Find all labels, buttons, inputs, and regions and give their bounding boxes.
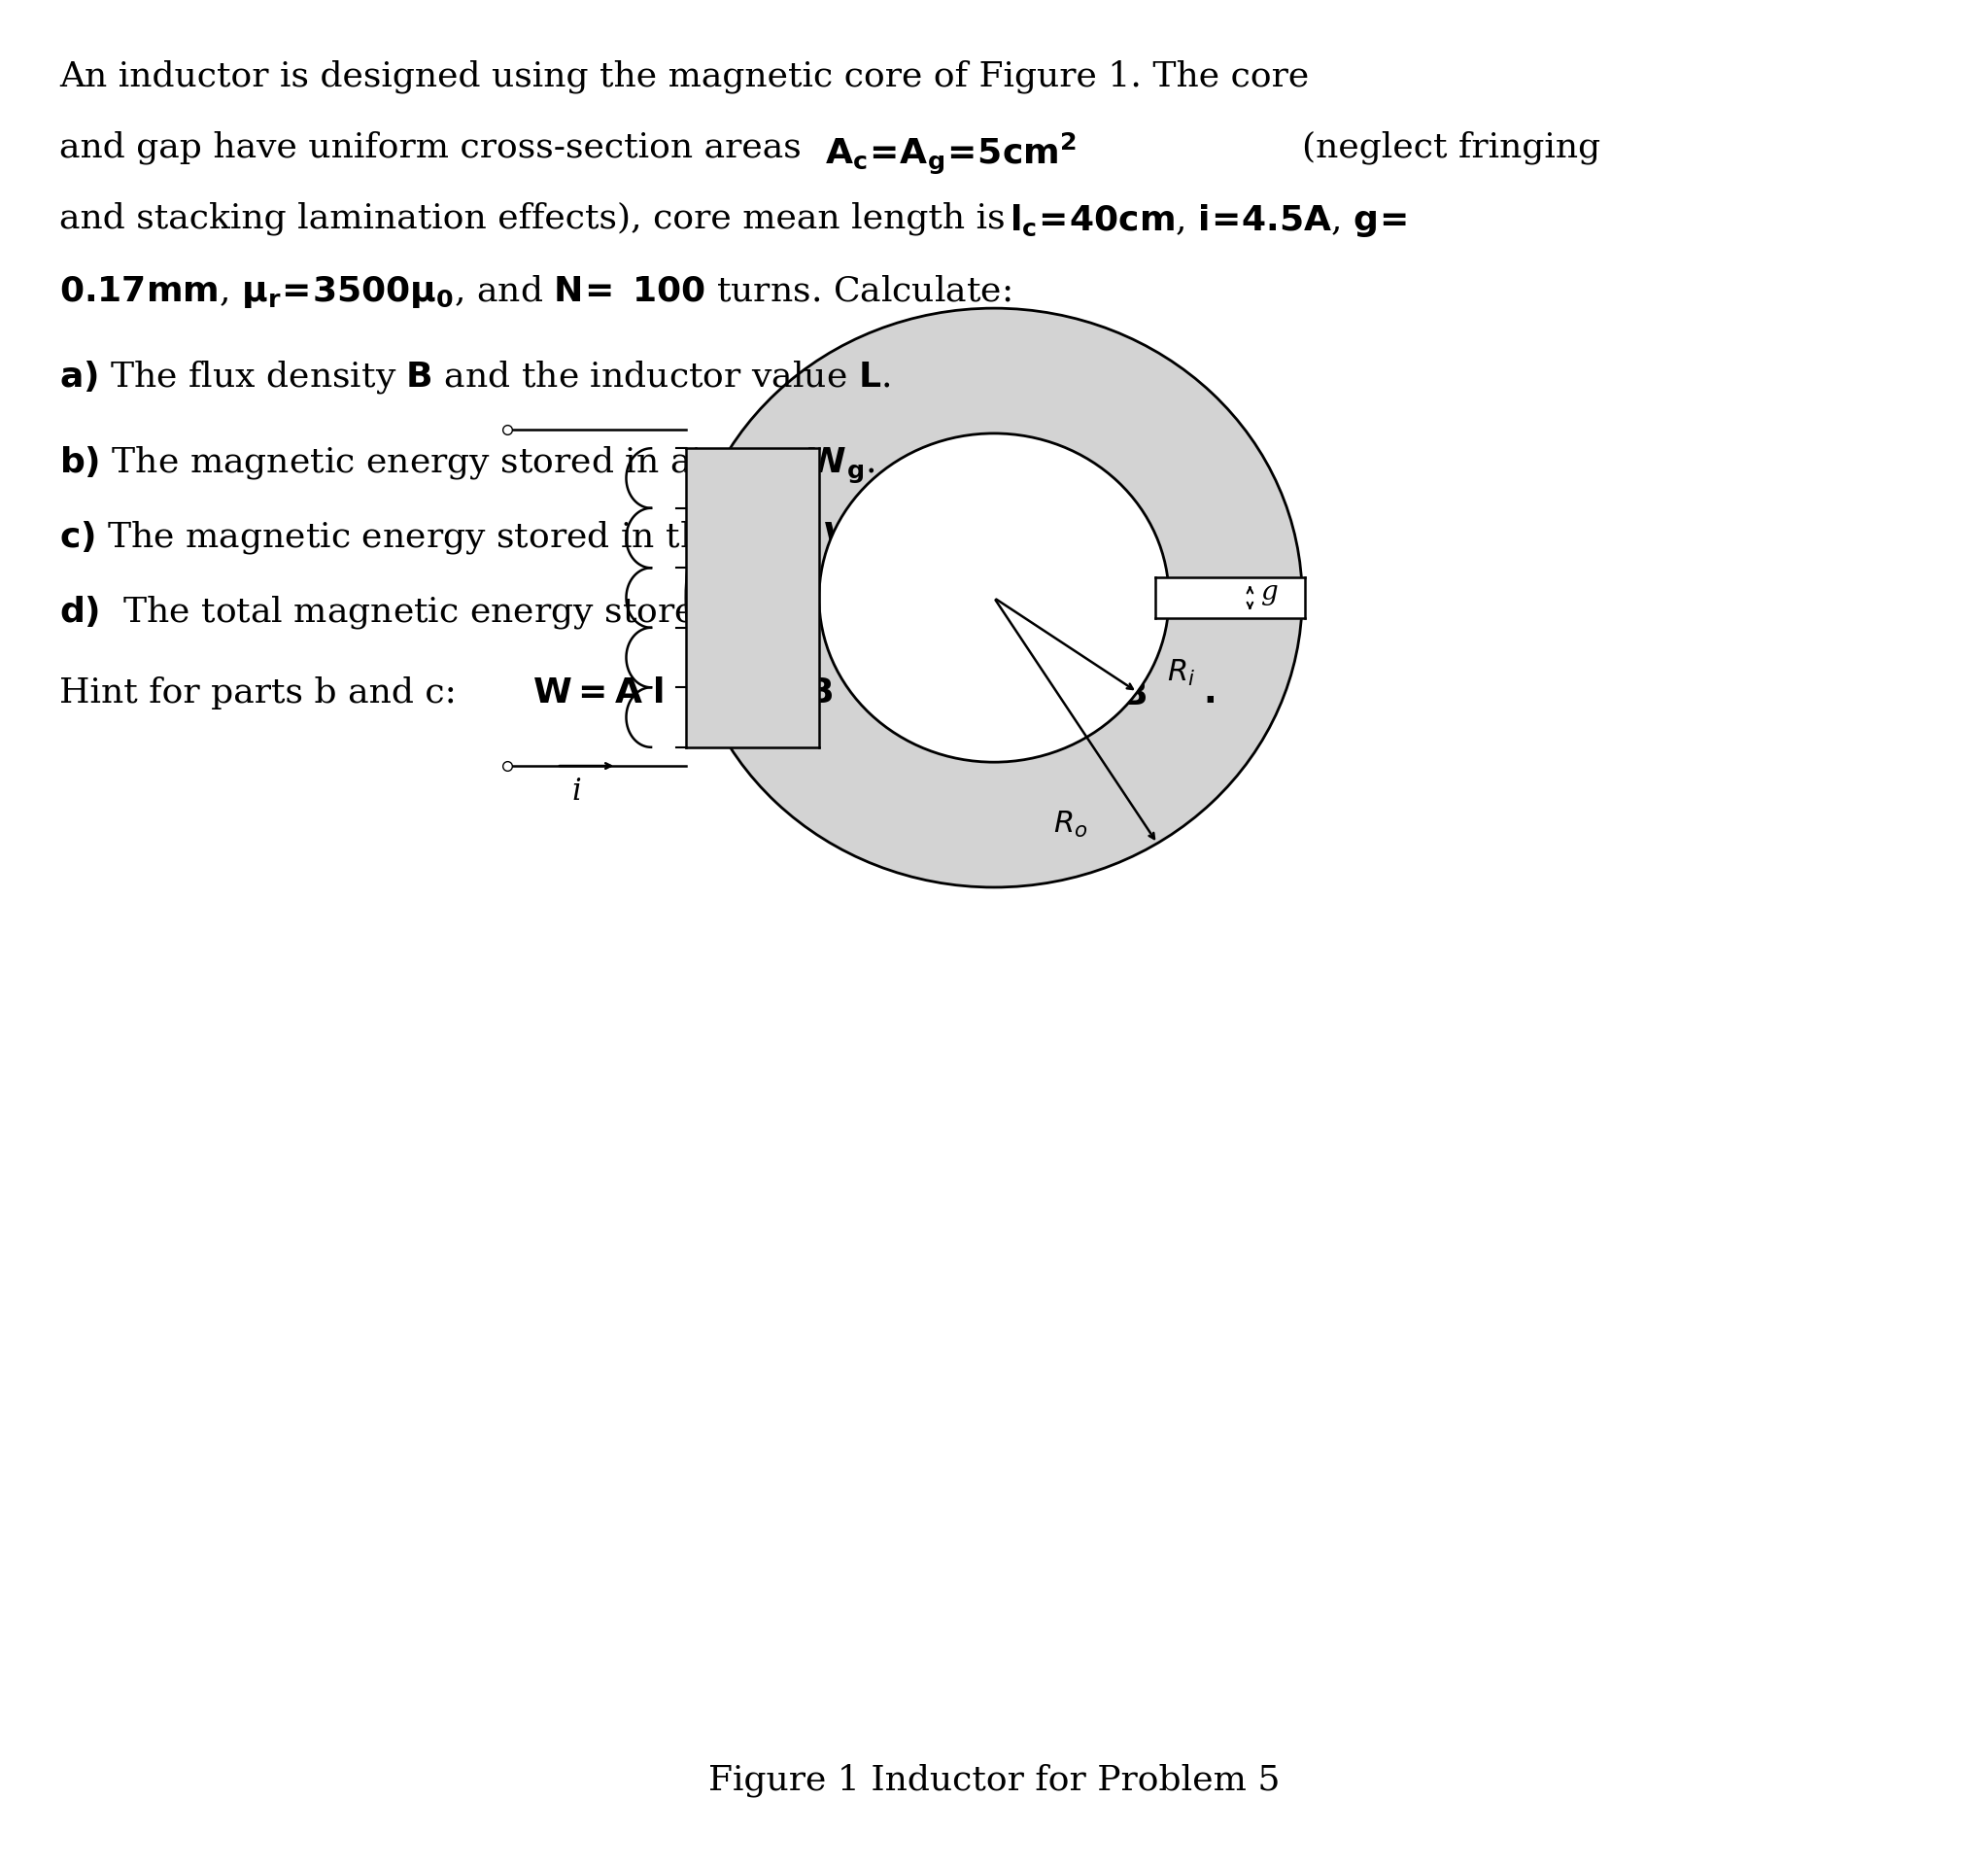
Text: (neglect fringing: (neglect fringing [1302, 131, 1600, 164]
Text: $R_i$: $R_i$ [1167, 658, 1195, 689]
Text: N turns: N turns [706, 551, 821, 581]
Text: $\bf{a)}$ The flux density $\bf{B}$ and the inductor value $\bf{L}$.: $\bf{a)}$ The flux density $\bf{B}$ and … [60, 359, 891, 396]
Text: $\bf{l_c\!=\!40cm}$, $\bf{i\!=\!4.5A}$, $\bf{g\!=}$: $\bf{l_c\!=\!40cm}$, $\bf{i\!=\!4.5A}$, … [1010, 202, 1408, 239]
Circle shape [686, 308, 1302, 887]
Text: $\bf{b)}$ The magnetic energy stored in air-gap $\bf{W_g}$.: $\bf{b)}$ The magnetic energy stored in … [60, 445, 875, 486]
Bar [1155, 577, 1308, 618]
Text: $\bf{\int}$: $\bf{\int}$ [704, 676, 732, 736]
Text: $R_o$: $R_o$ [1054, 809, 1087, 841]
Text: $\bf{\int}$: $\bf{\int}$ [948, 676, 976, 736]
Text: g: g [1260, 579, 1276, 605]
Text: Figure 1 Inductor for Problem 5: Figure 1 Inductor for Problem 5 [708, 1763, 1280, 1797]
Circle shape [819, 433, 1169, 762]
Text: $\bf{d)}$  The total magnetic energy stored in the inductor $\bf{W_T}$.: $\bf{d)}$ The total magnetic energy stor… [60, 594, 1072, 631]
Text: and stacking lamination effects), core mean length is: and stacking lamination effects), core m… [60, 202, 1016, 235]
Text: $\bf{0.17mm}$, $\bf{\mu_r\!=\!3500\mu_0}$, and $\bf{N\!=\ 100}$ turns. Calculate: $\bf{0.17mm}$, $\bf{\mu_r\!=\!3500\mu_0}… [60, 273, 1012, 310]
Text: Hint for parts b and c:: Hint for parts b and c: [60, 676, 467, 710]
Text: and gap have uniform cross-section areas: and gap have uniform cross-section areas [60, 131, 813, 164]
Text: $\bf{=A\ l}$: $\bf{=A\ l}$ [883, 676, 976, 710]
Text: $\bf{B}$: $\bf{B}$ [714, 661, 736, 691]
Text: $\bf{W = A\ l}$: $\bf{W = A\ l}$ [533, 676, 664, 710]
Text: $\bf{c)}$ The magnetic energy stored in the core $\bf{W_c}$.: $\bf{c)}$ The magnetic energy stored in … [60, 519, 889, 557]
Text: $\bf{0}$: $\bf{0}$ [714, 630, 736, 659]
Text: An inductor is designed using the magnetic core of Figure 1. The core: An inductor is designed using the magnet… [60, 60, 1310, 93]
Text: $\bf{.}$: $\bf{.}$ [1203, 676, 1215, 710]
Text: $\bf{A_c\!=\!A_g\!=\!5cm^2}$: $\bf{A_c\!=\!A_g\!=\!5cm^2}$ [825, 131, 1077, 177]
Text: $\bf{(B/\mu)\,dB}$: $\bf{(B/\mu)\,dB}$ [992, 676, 1147, 714]
Text: $\bf{0}$: $\bf{0}$ [958, 630, 980, 659]
Bar [686, 448, 819, 747]
Text: i: i [573, 777, 580, 807]
Text: $\bf{B}$: $\bf{B}$ [958, 661, 980, 691]
Text: $\bf{H\,dB}$: $\bf{H\,dB}$ [747, 676, 833, 710]
